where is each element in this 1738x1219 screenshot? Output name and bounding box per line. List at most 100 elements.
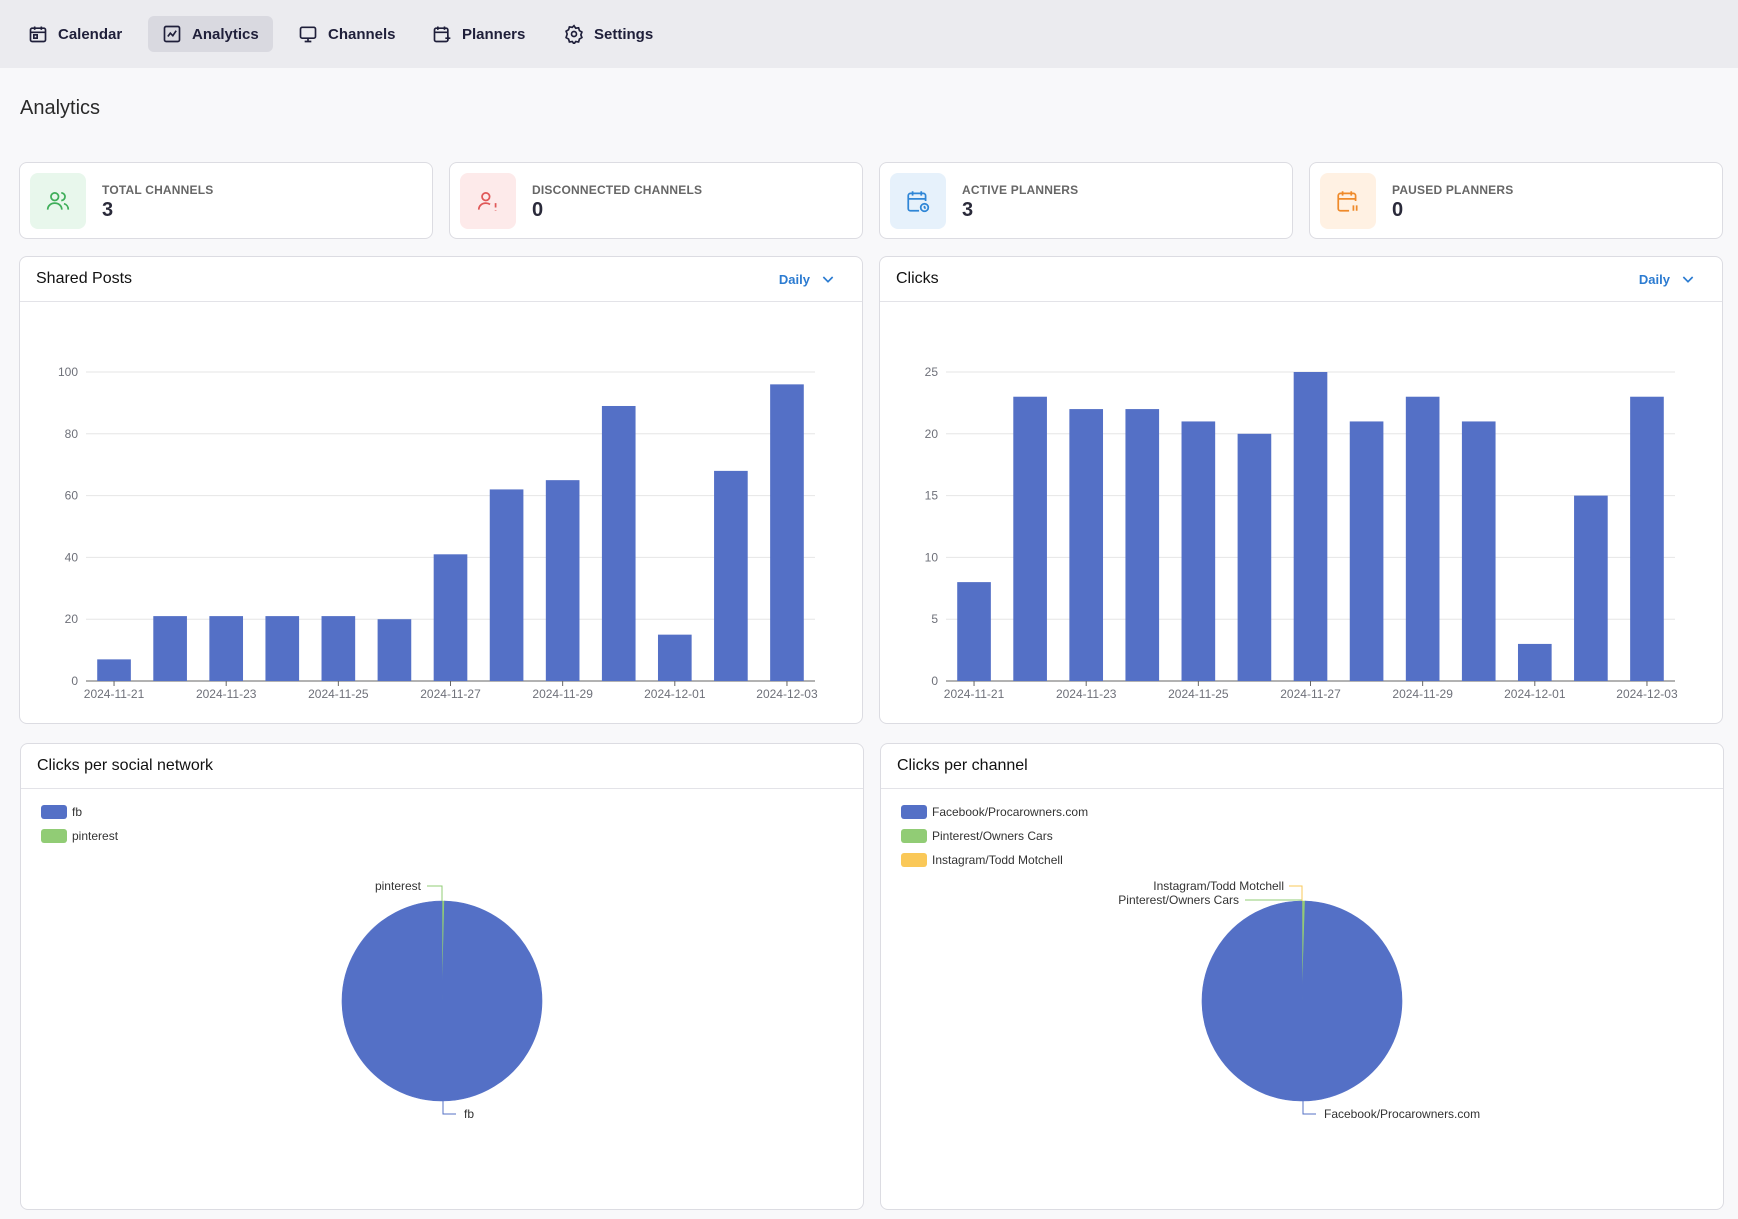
y-tick-label: 10 (925, 550, 939, 564)
pie-label: pinterest (375, 879, 422, 893)
bar (489, 489, 524, 681)
nav-item-analytics[interactable]: Analytics (148, 16, 273, 52)
pie-label: Instagram/Todd Motchell (1153, 879, 1284, 893)
calendar-pause-icon (1337, 191, 1358, 212)
y-tick-label: 5 (931, 612, 938, 626)
legend-swatch (41, 829, 67, 843)
calendar-icon (29, 26, 47, 43)
pie-label-line (1245, 899, 1303, 901)
bar (1181, 421, 1216, 681)
stat-icon-box (460, 173, 516, 229)
clicks-channel-pie-chart: Facebook/Procarowners.com Pinterest/Owner… (1118, 879, 1480, 1121)
panel-header: Clicks per social network (21, 744, 863, 789)
y-tick-label: 0 (71, 674, 78, 688)
stat-card-active-planners: ACTIVE PLANNERS 3 (879, 162, 1293, 239)
x-tick-label: 2024-12-01 (1504, 687, 1566, 701)
chevron-down-icon (822, 276, 834, 283)
x-tick-label: 2024-12-01 (644, 687, 706, 701)
stat-card-total-channels: TOTAL CHANNELS 3 (19, 162, 433, 239)
top-navigation: Calendar Analytics Channels Planners Set… (0, 0, 1738, 68)
users-icon (46, 192, 70, 210)
legend-label: fb (72, 805, 83, 819)
clicks-network-panel: Clicks per social network fb pinterest fb… (20, 743, 864, 1210)
legend-label: Pinterest/Owners Cars (932, 829, 1053, 843)
x-tick-label: 2024-11-25 (1168, 687, 1229, 701)
bar (657, 634, 692, 681)
legend: Facebook/Procarowners.com Pinterest/Owner… (901, 800, 1088, 872)
period-dropdown[interactable]: Daily (779, 271, 836, 287)
legend-swatch (901, 829, 927, 843)
x-tick-label: 2024-11-21 (84, 687, 145, 701)
bar (153, 616, 187, 681)
pie-label-line (1289, 885, 1303, 901)
bar (1461, 421, 1496, 681)
stat-value: 0 (1392, 199, 1404, 221)
legend-item[interactable]: Pinterest/Owners Cars (901, 824, 1088, 848)
clicks-bar-chart: 0 5 10 15 20 25 2024-11-21 2024-11-23 2024-11-25… (925, 365, 1678, 701)
pie-label: fb (464, 1107, 474, 1121)
stat-value: 0 (532, 199, 544, 221)
period-label: Daily (778, 271, 810, 287)
legend-item[interactable]: fb (41, 800, 118, 824)
stat-label: DISCONNECTED CHANNELS (532, 183, 703, 197)
stat-value: 3 (962, 199, 974, 221)
stat-label: ACTIVE PLANNERS (962, 183, 1079, 197)
nav-item-calendar[interactable]: Calendar (14, 16, 136, 52)
nav-item-settings[interactable]: Settings (550, 16, 667, 52)
legend: fb pinterest (41, 800, 118, 848)
pie-label: Facebook/Procarowners.com (1324, 1107, 1480, 1121)
x-tick-label: 2024-11-25 (308, 687, 369, 701)
y-tick-label: 100 (58, 365, 78, 379)
x-tick-label: 2024-11-29 (532, 687, 593, 701)
chevron-down-icon (1682, 276, 1694, 283)
stat-icon-box (1320, 173, 1376, 229)
legend-item[interactable]: pinterest (41, 824, 118, 848)
bar (377, 619, 412, 681)
period-dropdown[interactable]: Daily (1639, 271, 1696, 287)
legend-label: Facebook/Procarowners.com (932, 805, 1089, 819)
legend-swatch (901, 853, 927, 867)
legend-item[interactable]: Instagram/Todd Motchell (901, 848, 1088, 872)
y-tick-label: 80 (65, 427, 79, 441)
shared-posts-panel: Shared Posts Daily 0 20 40 60 80 100 2024-11-2… (19, 256, 863, 724)
panel-header: Clicks Daily (880, 257, 1722, 302)
x-tick-label: 2024-11-21 (944, 687, 1005, 701)
stat-card-paused-planners: PAUSED PLANNERS 0 (1309, 162, 1723, 239)
monitor-icon (299, 26, 317, 43)
bar (97, 659, 131, 681)
panel-title: Clicks per social network (37, 757, 214, 774)
bar (1293, 372, 1328, 681)
page-title: Analytics (20, 97, 101, 119)
bar (1630, 396, 1664, 681)
bar (714, 470, 748, 681)
nav-label: Planners (462, 25, 526, 43)
bar (265, 616, 300, 681)
legend-item[interactable]: Facebook/Procarowners.com (901, 800, 1088, 824)
clicks-channel-panel: Clicks per channel Facebook/Procarowners… (880, 743, 1724, 1210)
y-tick-label: 25 (925, 365, 939, 379)
nav-item-channels[interactable]: Channels (284, 16, 410, 52)
x-tick-label: 2024-11-27 (1280, 687, 1341, 701)
bar (1069, 409, 1104, 681)
nav-label: Settings (594, 25, 654, 43)
bar (770, 384, 804, 681)
bar (1013, 396, 1047, 681)
legend-swatch (41, 805, 67, 819)
pie-label-line (427, 885, 443, 901)
pie-slice (1201, 900, 1403, 1102)
legend-label: Instagram/Todd Motchell (932, 853, 1063, 867)
y-tick-label: 40 (65, 550, 79, 564)
bar (1349, 421, 1384, 681)
bar (545, 480, 580, 681)
nav-item-planners[interactable]: Planners (418, 16, 539, 52)
nav-label: Analytics (192, 25, 259, 43)
bar (1237, 433, 1272, 681)
bar (1405, 396, 1440, 681)
nav-label: Channels (328, 25, 396, 43)
x-tick-label: 2024-11-27 (420, 687, 481, 701)
x-tick-label: 2024-11-29 (1392, 687, 1453, 701)
panel-header: Clicks per channel (881, 744, 1723, 789)
panel-header: Shared Posts Daily (20, 257, 862, 302)
panel-title: Clicks (896, 270, 939, 287)
period-label: Daily (1638, 271, 1670, 287)
